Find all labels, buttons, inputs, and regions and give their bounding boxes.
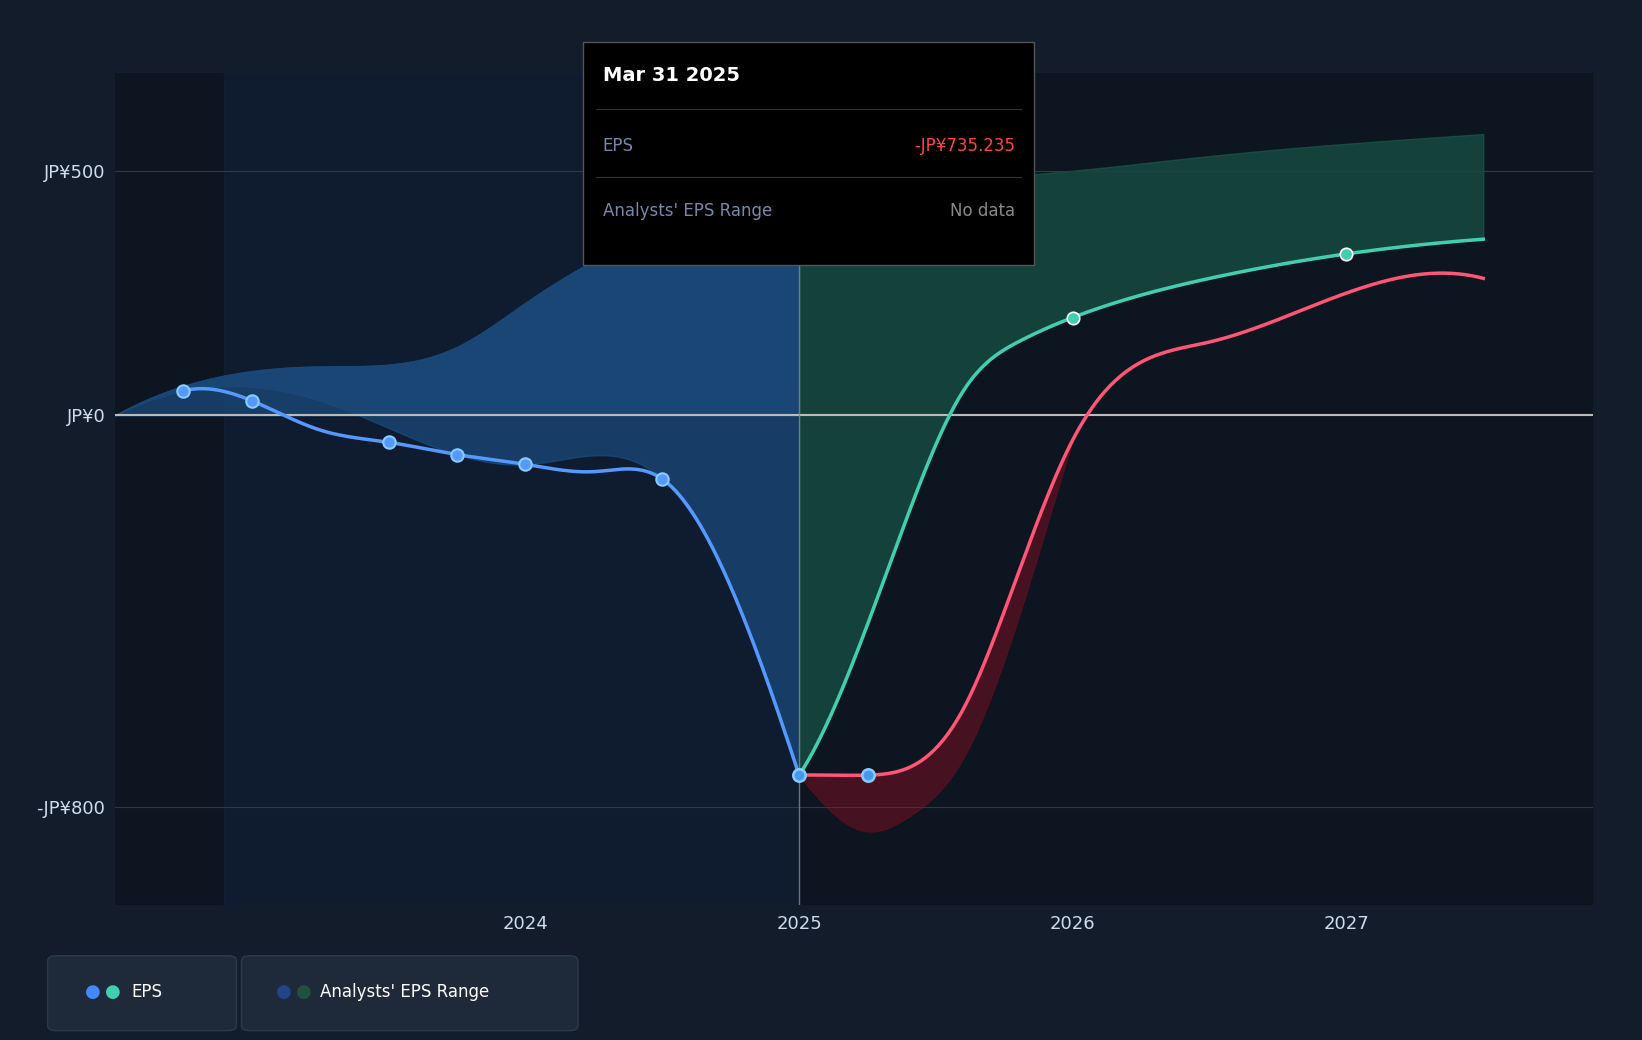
Text: ●: ● <box>105 983 122 1002</box>
Point <box>649 471 675 488</box>
Text: Analysts Forecasts: Analysts Forecasts <box>832 150 987 167</box>
Point <box>1333 245 1360 262</box>
Point <box>376 434 402 450</box>
Point <box>787 766 813 783</box>
Text: EPS: EPS <box>131 983 163 1002</box>
Text: Mar 31 2025: Mar 31 2025 <box>603 67 739 85</box>
Bar <box>225 73 800 905</box>
Text: No data: No data <box>949 203 1015 220</box>
Point <box>171 383 197 399</box>
Text: Analysts' EPS Range: Analysts' EPS Range <box>603 203 772 220</box>
Point <box>512 456 539 472</box>
Text: ●: ● <box>276 983 292 1002</box>
Point <box>238 392 264 409</box>
Text: ●: ● <box>85 983 102 1002</box>
Text: -JP¥735.235: -JP¥735.235 <box>913 137 1015 155</box>
Text: ●: ● <box>296 983 312 1002</box>
Point <box>854 766 880 783</box>
Point <box>1059 309 1085 326</box>
Text: Actual: Actual <box>708 150 767 167</box>
Point <box>443 446 470 463</box>
Text: Analysts' EPS Range: Analysts' EPS Range <box>320 983 489 1002</box>
Text: EPS: EPS <box>603 137 634 155</box>
